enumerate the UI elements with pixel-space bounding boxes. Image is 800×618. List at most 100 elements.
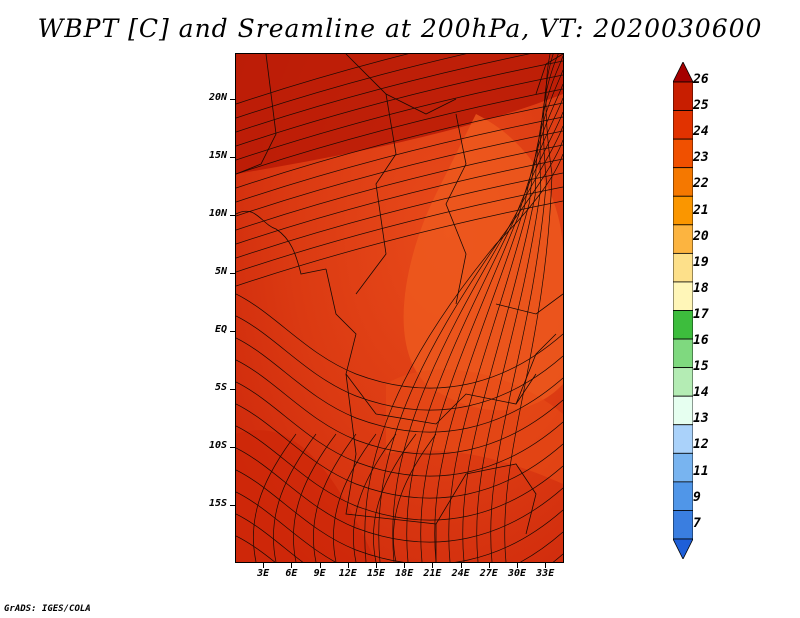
streamline-39	[293, 433, 337, 562]
colorbar-label-21: 21	[693, 202, 709, 218]
streamline-31	[236, 425, 563, 521]
map-panel	[235, 53, 564, 563]
lon-label-10: 33E	[536, 568, 555, 579]
colorbar-segment-3	[673, 138, 693, 169]
streamline-16	[392, 125, 563, 562]
lat-tick-5	[230, 389, 235, 391]
border-54	[495, 293, 563, 315]
colorbar-top-arrow	[673, 62, 693, 83]
streamline-3	[236, 60, 563, 147]
streamlines	[236, 54, 563, 562]
colorbar-segment-12	[673, 395, 693, 426]
map-canvas	[236, 54, 563, 562]
streamline-30	[236, 403, 563, 499]
border-49	[445, 113, 467, 305]
colorbar-segment-7	[673, 252, 693, 283]
streamline-29	[236, 381, 563, 477]
streamline-27	[236, 337, 563, 433]
streamline-37	[253, 433, 297, 562]
lat-tick-7	[230, 505, 235, 507]
lat-tick-2	[230, 215, 235, 217]
colorbar-segment-8	[673, 281, 693, 311]
colorbar-label-22: 22	[693, 176, 709, 192]
streamline-43	[373, 433, 417, 562]
colorbar-label-9: 9	[693, 489, 701, 505]
colorbar-segment-9	[673, 310, 693, 340]
colorbar-label-25: 25	[693, 98, 709, 114]
streamline-24	[504, 54, 553, 562]
lat-label-5: 5S	[214, 382, 227, 394]
streamline-8	[236, 130, 563, 217]
lon-label-6: 21E	[423, 568, 442, 579]
colorbar-segment-14	[673, 452, 693, 483]
colorbar-segment-1	[673, 81, 693, 111]
lon-label-3: 12E	[338, 568, 357, 579]
lon-tick-3	[347, 563, 349, 568]
lon-tick-4	[376, 563, 377, 568]
streamline-6	[236, 102, 563, 189]
colorbar-label-20: 20	[693, 228, 709, 244]
streamline-25	[236, 293, 563, 389]
lon-label-9: 30E	[507, 568, 527, 579]
streamline-14	[364, 153, 563, 562]
map-title: WBPT [C] and Sreamline at 200hPa, VT: 20…	[37, 14, 763, 43]
lon-label-2: 9E	[313, 568, 326, 579]
colorbar-segment-10	[673, 338, 693, 369]
streamline-22	[476, 54, 559, 562]
colorbar-segment-15	[673, 481, 693, 511]
streamline-44	[393, 433, 437, 562]
lat-tick-1	[230, 157, 235, 159]
colorbar-label-24: 24	[693, 124, 709, 140]
lon-tick-2	[319, 563, 321, 568]
streamline-5	[236, 88, 563, 175]
streamline-19	[434, 83, 563, 562]
colorbar	[673, 62, 693, 559]
streamline-28	[236, 359, 563, 455]
streamline-0	[236, 54, 409, 105]
lat-tick-4	[230, 331, 235, 333]
lon-tick-1	[291, 563, 293, 568]
lat-tick-0	[230, 99, 235, 101]
streamline-32	[236, 447, 563, 543]
colorbar-label-23: 23	[693, 150, 709, 166]
colorbar-bottom-arrow	[673, 538, 693, 559]
lon-tick-0	[263, 563, 265, 568]
lon-tick-8	[488, 563, 490, 568]
streamline-33	[236, 469, 563, 562]
shade-north-dark	[236, 54, 563, 174]
colorbar-label-15: 15	[693, 359, 709, 375]
border-55	[515, 333, 557, 405]
colorbar-label-19: 19	[693, 254, 709, 270]
colorbar-label-26: 26	[693, 72, 709, 87]
border-51	[375, 373, 537, 425]
colorbar-label-13: 13	[693, 411, 709, 427]
border-46	[236, 54, 277, 175]
lon-label-0: 3E	[257, 568, 270, 579]
lat-tick-3	[230, 273, 235, 275]
streamline-15	[378, 139, 563, 562]
colorbar-segment-4	[673, 167, 693, 197]
lat-tick-6	[230, 447, 235, 449]
colorbar-segment-5	[673, 195, 693, 226]
colorbar-segment-11	[673, 367, 693, 397]
lon-label-7: 24E	[451, 568, 470, 579]
lon-label-8: 27E	[479, 568, 498, 579]
streamline-4	[236, 74, 563, 161]
streamline-12	[236, 186, 563, 273]
lon-tick-5	[404, 563, 406, 568]
streamline-20	[448, 69, 563, 562]
border-52	[345, 373, 437, 562]
streamline-10	[236, 158, 563, 245]
lat-label-7: 15S	[208, 498, 227, 510]
lat-label-1: 15N	[208, 150, 227, 162]
streamline-40	[313, 433, 357, 562]
streamline-38	[273, 433, 317, 562]
colorbar-segment-16	[673, 510, 693, 540]
shade-southwest-dark	[236, 430, 376, 562]
border-53	[435, 463, 537, 535]
colorbar-label-17: 17	[693, 306, 709, 322]
border-50	[325, 268, 377, 415]
streamline-35	[236, 513, 563, 562]
streamline-41	[333, 433, 377, 562]
lat-label-4: EQ	[214, 324, 227, 336]
